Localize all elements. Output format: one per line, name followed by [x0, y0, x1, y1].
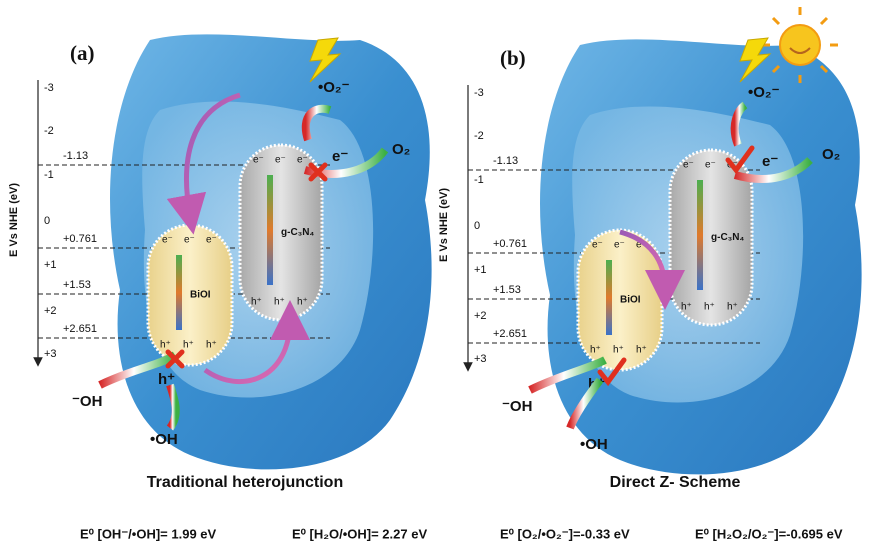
hydroxide: ⁻OH [502, 398, 532, 415]
hole: h⁺ [727, 302, 738, 313]
axis-label: E Vs NHE (eV) [438, 188, 450, 262]
redox-potential: E⁰ [H₂O₂/O₂⁻]=-0.695 eV [695, 526, 843, 541]
hole: h⁺ [274, 297, 285, 308]
band-gradient [267, 175, 273, 285]
axis-tick-label: -2 [474, 130, 484, 142]
axis-tick-label: -1 [44, 169, 54, 181]
electron: e⁻ [162, 235, 173, 246]
bioi-name: BiOI [620, 295, 641, 306]
band-gradient [697, 180, 703, 290]
band-gradient [176, 255, 182, 330]
electron: e⁻ [614, 240, 625, 251]
level-label: -1.13 [63, 150, 88, 162]
page: (a) E Vs NHE (eV) -3 -2 -1 0 +1 +2 +3 -1.13 +0.761… [0, 0, 884, 545]
panel-label: (b) [500, 46, 526, 70]
hydroxide: ⁻OH [72, 393, 102, 410]
level-label: +1.53 [63, 279, 91, 291]
hole: h⁺ [613, 345, 624, 356]
electron: e⁻ [275, 155, 286, 166]
hole: h⁺ [183, 340, 194, 351]
level-label: +1.53 [493, 284, 521, 296]
level-label: +0.761 [63, 233, 97, 245]
electron: e⁻ [253, 155, 264, 166]
gcn-name: g-C₃N₄ [281, 227, 315, 238]
electron: e⁻ [206, 235, 217, 246]
superoxide: •O₂⁻ [748, 84, 780, 101]
hole: h⁺ [636, 345, 647, 356]
redox-potential: E⁰ [H₂O/•OH]= 2.27 eV [292, 526, 427, 541]
hole: h⁺ [251, 297, 262, 308]
level-label: -1.13 [493, 155, 518, 167]
axis-tick-label: -1 [474, 174, 484, 186]
hole: h⁺ [681, 302, 692, 313]
axis-tick-label: -3 [44, 82, 54, 94]
axis-tick-label: +1 [474, 264, 487, 276]
axis-tick-label: -2 [44, 125, 54, 137]
redox-potential: E⁰ [OH⁻/•OH]= 1.99 eV [80, 526, 217, 541]
axis-tick-label: +3 [474, 353, 487, 365]
superoxide: •O₂⁻ [318, 79, 350, 96]
electron: e⁻ [683, 160, 694, 171]
electron: e⁻ [332, 148, 348, 165]
hole: h⁺ [160, 340, 171, 351]
diagram: (a) E Vs NHE (eV) -3 -2 -1 0 +1 +2 +3 -1.13 +0.761… [0, 0, 884, 545]
hole: h⁺ [704, 302, 715, 313]
band-gradient [606, 260, 612, 335]
axis-tick-label: +3 [44, 348, 57, 360]
bioi-name: BiOI [190, 290, 211, 301]
level-label: +2.651 [493, 328, 527, 340]
panel: (b) E Vs NHE (eV) -3 -2 -1 0 +1 +2 +3 -1.13 +0.761… [438, 39, 862, 491]
level-label: +0.761 [493, 238, 527, 250]
electron: e⁻ [184, 235, 195, 246]
electron: e⁻ [297, 155, 308, 166]
hydroxyl: •OH [580, 436, 608, 453]
oxygen: O₂ [392, 141, 410, 158]
caption: Traditional heterojunction [147, 474, 343, 491]
axis-tick-label: -3 [474, 87, 484, 99]
axis-label: E Vs NHE (eV) [8, 183, 20, 257]
axis-tick-label: 0 [474, 220, 480, 232]
hole: h⁺ [590, 345, 601, 356]
caption: Direct Z- Scheme [610, 474, 741, 491]
panel-label: (a) [70, 41, 95, 65]
redox-potential: E⁰ [O₂/•O₂⁻]=-0.33 eV [500, 526, 630, 541]
hole: h⁺ [297, 297, 308, 308]
gcn-name: g-C₃N₄ [711, 232, 745, 243]
axis-tick-label: +2 [474, 310, 487, 322]
axis-tick-label: 0 [44, 215, 50, 227]
axis-tick-label: +1 [44, 259, 57, 271]
hole: h⁺ [206, 340, 217, 351]
hydroxyl: •OH [150, 431, 178, 448]
electron: e⁻ [705, 160, 716, 171]
electron: e⁻ [592, 240, 603, 251]
axis-tick-label: +2 [44, 305, 57, 317]
level-label: +2.651 [63, 323, 97, 335]
oxygen: O₂ [822, 146, 840, 163]
electron: e⁻ [762, 153, 778, 170]
